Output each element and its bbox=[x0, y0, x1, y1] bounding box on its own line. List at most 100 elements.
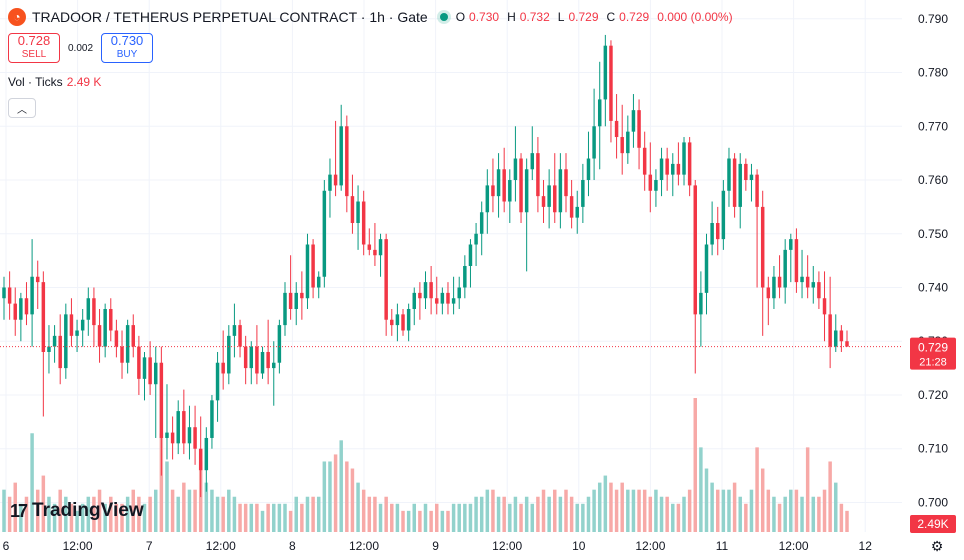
buy-button[interactable]: 0.730 BUY bbox=[101, 33, 154, 63]
volume-badge bbox=[910, 515, 956, 533]
volume-bar bbox=[828, 461, 832, 532]
volume-bar bbox=[845, 510, 849, 532]
volume-bar bbox=[92, 496, 96, 532]
volume-bar bbox=[491, 489, 495, 532]
candle-body bbox=[772, 276, 776, 299]
candle-body bbox=[727, 158, 731, 191]
candle-body bbox=[513, 158, 518, 181]
candle-body bbox=[665, 158, 669, 175]
volume-legend[interactable]: Vol · Ticks 2.49 K bbox=[8, 75, 101, 89]
candle-body bbox=[86, 298, 91, 320]
ohlc-legend: O 0.730 H 0.732 L 0.729 C 0.729 0.000 (0.00%… bbox=[456, 10, 737, 24]
volume-bar bbox=[654, 489, 658, 532]
volume-bar bbox=[659, 496, 664, 532]
candle-body bbox=[243, 346, 248, 369]
price-tick-label: 0.790 bbox=[918, 12, 948, 26]
volume-bar bbox=[170, 489, 175, 532]
time-tick-label: 10 bbox=[572, 539, 586, 553]
volume-bar bbox=[215, 496, 220, 532]
volume-bar bbox=[210, 489, 214, 532]
candle-body bbox=[704, 244, 709, 293]
candle-body bbox=[553, 185, 557, 213]
volume-bar bbox=[300, 503, 304, 532]
candle-body bbox=[451, 298, 456, 304]
time-tick-label: 12:00 bbox=[349, 539, 379, 553]
candle-body bbox=[614, 120, 619, 138]
volume-bar bbox=[305, 496, 310, 532]
ohlc-low: 0.729 bbox=[568, 10, 599, 24]
volume-bar bbox=[446, 510, 450, 532]
volume-bar bbox=[148, 496, 152, 532]
volume-bar bbox=[519, 503, 523, 532]
ohlc-high-label: H bbox=[507, 10, 516, 24]
candle-body bbox=[429, 282, 433, 299]
volume-bar bbox=[232, 496, 237, 532]
candle-body bbox=[682, 142, 686, 175]
candle-body bbox=[626, 131, 630, 154]
volume-bar bbox=[755, 447, 759, 532]
volume-bar bbox=[356, 482, 360, 532]
volume-bar bbox=[294, 496, 298, 532]
candle-body bbox=[805, 276, 810, 288]
candle-body bbox=[165, 432, 169, 438]
candle-body bbox=[732, 158, 737, 207]
volume-bar bbox=[693, 398, 698, 532]
collapse-legend-button[interactable]: ︿ bbox=[8, 98, 36, 118]
volume-bar bbox=[440, 510, 445, 532]
price-tick-label: 0.760 bbox=[918, 173, 948, 187]
price-tick-label: 0.710 bbox=[918, 442, 948, 456]
candle-body bbox=[637, 110, 641, 148]
volume-bar bbox=[766, 489, 771, 532]
candle-body bbox=[316, 276, 321, 288]
candle-body bbox=[699, 292, 703, 315]
volume-bar bbox=[642, 489, 647, 532]
price-tick-label: 0.750 bbox=[918, 227, 948, 241]
candle-body bbox=[176, 411, 180, 444]
candle-body bbox=[603, 45, 608, 100]
candle-body bbox=[182, 411, 186, 444]
candle-body bbox=[131, 325, 136, 347]
candle-body bbox=[232, 325, 237, 336]
candle-body bbox=[609, 45, 613, 121]
candle-body bbox=[311, 244, 315, 288]
volume-bar bbox=[508, 503, 512, 532]
volume-bar bbox=[558, 496, 563, 532]
price-tick-label: 0.780 bbox=[918, 66, 948, 80]
candle-body bbox=[457, 287, 461, 299]
candle-body bbox=[35, 276, 40, 283]
candle-body bbox=[749, 174, 754, 181]
candle-body bbox=[777, 276, 782, 288]
settings-gear-icon[interactable]: ⚙ bbox=[930, 538, 944, 554]
candle-body bbox=[7, 287, 12, 304]
volume-bar bbox=[738, 496, 742, 532]
ohlc-open: 0.730 bbox=[469, 10, 500, 24]
volume-bar bbox=[153, 489, 158, 532]
volume-bar bbox=[620, 482, 624, 532]
volume-bar bbox=[699, 447, 703, 532]
volume-bar bbox=[249, 503, 254, 532]
candle-body bbox=[120, 346, 124, 363]
time-tick-label: 12:00 bbox=[492, 539, 522, 553]
volume-bar bbox=[687, 489, 692, 532]
sell-button[interactable]: 0.728 SELL bbox=[8, 33, 60, 63]
volume-bar bbox=[631, 489, 636, 532]
symbol-title[interactable]: TRADOOR / TETHERUS PERPETUAL CONTRACT · … bbox=[32, 9, 428, 25]
candle-body bbox=[412, 292, 417, 309]
candle-body bbox=[13, 303, 17, 320]
candle-body bbox=[547, 185, 551, 207]
volume-bar bbox=[64, 496, 68, 532]
tradingview-logo[interactable]: 17 TradingView bbox=[10, 500, 144, 522]
candle-body bbox=[558, 169, 563, 213]
volume-bar bbox=[13, 482, 17, 532]
candle-body bbox=[103, 308, 107, 347]
volume-bar bbox=[715, 489, 720, 532]
candle-body bbox=[676, 163, 681, 175]
volume-bar bbox=[783, 496, 787, 532]
time-tick-label: 12 bbox=[859, 539, 873, 553]
candle-body bbox=[794, 239, 799, 283]
candle-body bbox=[671, 163, 675, 175]
candle-body bbox=[328, 174, 332, 191]
volume-bar bbox=[333, 454, 338, 532]
volume-bar bbox=[597, 482, 602, 532]
